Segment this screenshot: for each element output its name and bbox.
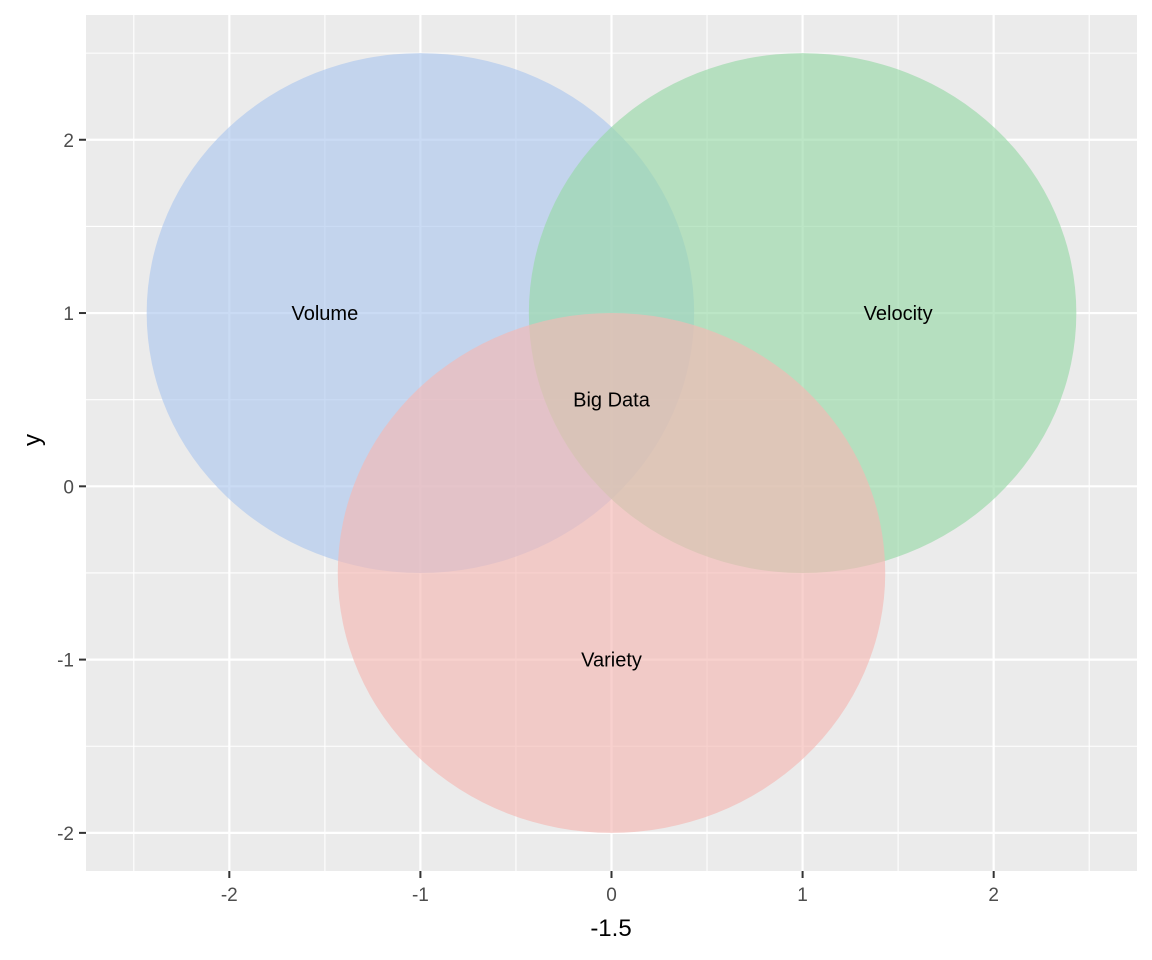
set-label-volume: Volume <box>292 303 359 325</box>
x-tick-label: 0 <box>606 885 617 906</box>
x-axis-title: -1.5 <box>590 915 631 942</box>
axis-ticks <box>79 138 995 878</box>
x-tick-label: -1 <box>412 885 429 906</box>
set-labels: Volume Velocity Variety Big Data <box>292 303 933 672</box>
x-tick-label: 2 <box>988 885 999 906</box>
center-label: Big Data <box>573 390 651 412</box>
x-tick-label: -2 <box>221 885 238 906</box>
y-tick-label: 0 <box>63 477 74 498</box>
set-label-variety: Variety <box>581 650 642 672</box>
venn-circles <box>146 53 1077 833</box>
y-tick-label: 2 <box>63 131 74 152</box>
y-tick-label: 1 <box>63 304 74 325</box>
x-tick-labels: -2 -1 0 1 2 <box>221 885 999 906</box>
set-label-velocity: Velocity <box>864 303 933 325</box>
venn-circle-variety <box>337 313 886 833</box>
y-tick-labels: -2 -1 0 1 2 <box>57 131 74 845</box>
y-axis-title: y <box>19 434 46 446</box>
x-tick-label: 1 <box>797 885 808 906</box>
y-tick-label: -1 <box>57 651 74 672</box>
y-tick-label: -2 <box>57 824 74 845</box>
